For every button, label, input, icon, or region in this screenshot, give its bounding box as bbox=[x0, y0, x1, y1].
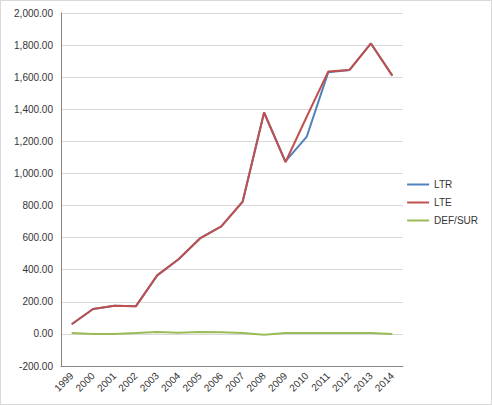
svg-text:1,800.00: 1,800.00 bbox=[14, 40, 53, 51]
svg-text:400.00: 400.00 bbox=[22, 264, 53, 275]
svg-text:1,200.00: 1,200.00 bbox=[14, 136, 53, 147]
svg-text:2011: 2011 bbox=[309, 370, 332, 393]
svg-text:1,000.00: 1,000.00 bbox=[14, 168, 53, 179]
svg-text:800.00: 800.00 bbox=[22, 200, 53, 211]
svg-text:2001: 2001 bbox=[95, 370, 119, 394]
svg-text:2014: 2014 bbox=[373, 370, 397, 394]
svg-text:2004: 2004 bbox=[159, 370, 183, 394]
svg-text:200.00: 200.00 bbox=[22, 296, 53, 307]
svg-text:2005: 2005 bbox=[180, 370, 204, 394]
svg-text:2012: 2012 bbox=[330, 370, 354, 394]
svg-text:DEF/SUR: DEF/SUR bbox=[434, 215, 478, 226]
svg-text:2000: 2000 bbox=[73, 370, 97, 394]
svg-text:2,000.00: 2,000.00 bbox=[14, 8, 53, 19]
svg-text:600.00: 600.00 bbox=[22, 232, 53, 243]
svg-text:1,600.00: 1,600.00 bbox=[14, 72, 53, 83]
svg-text:2003: 2003 bbox=[138, 370, 162, 394]
svg-text:2007: 2007 bbox=[223, 370, 247, 394]
svg-text:1,400.00: 1,400.00 bbox=[14, 104, 53, 115]
svg-text:2002: 2002 bbox=[116, 370, 140, 394]
svg-text:-200.00: -200.00 bbox=[19, 361, 53, 372]
svg-text:0.00: 0.00 bbox=[34, 328, 54, 339]
svg-text:2010: 2010 bbox=[287, 370, 311, 394]
svg-text:2006: 2006 bbox=[202, 370, 226, 394]
svg-text:2013: 2013 bbox=[351, 370, 375, 394]
svg-text:1999: 1999 bbox=[52, 370, 76, 394]
svg-text:2008: 2008 bbox=[244, 370, 268, 394]
svg-text:2009: 2009 bbox=[266, 370, 290, 394]
svg-text:LTE: LTE bbox=[434, 197, 452, 208]
svg-text:LTR: LTR bbox=[434, 179, 452, 190]
